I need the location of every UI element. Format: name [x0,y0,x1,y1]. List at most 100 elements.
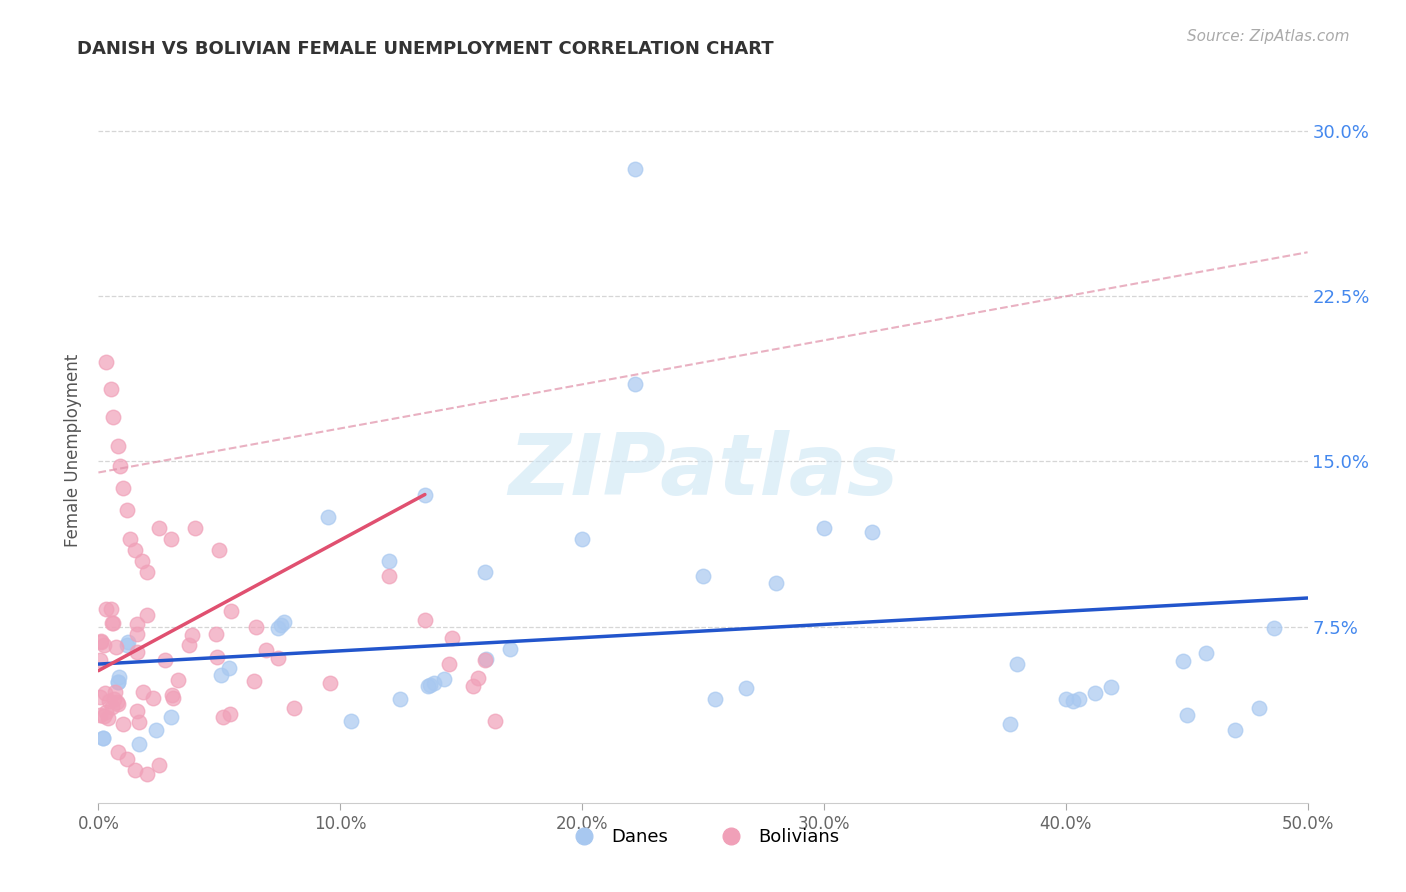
Point [93,708,115,723]
Point [474,653,496,667]
Point [103,691,125,706]
Point [254,643,277,657]
Point [735,681,758,695]
Point [128,738,150,752]
Point [111,717,134,731]
Point [1263,621,1285,635]
Point [101,616,124,631]
Point [177,638,200,652]
Point [467,671,489,685]
Point [94,601,117,615]
Point [100,382,122,396]
Point [153,653,176,667]
Text: Source: ZipAtlas.com: Source: ZipAtlas.com [1187,29,1350,44]
Point [205,650,228,665]
Point [205,627,228,641]
Point [624,377,647,392]
Point [142,691,165,706]
Point [105,640,128,654]
Point [813,520,835,534]
Point [1054,692,1077,706]
Point [160,532,183,546]
Point [1099,680,1122,694]
Legend: Danes, Bolivians: Danes, Bolivians [560,822,846,854]
Point [107,745,129,759]
Point [433,672,456,686]
Point [136,608,159,623]
Point [107,674,129,689]
Point [131,553,153,567]
Point [1173,654,1195,668]
Point [117,638,139,652]
Point [571,532,593,546]
Point [692,569,714,583]
Point [413,613,436,627]
Point [484,714,506,728]
Point [93,731,115,745]
Point [94,355,117,369]
Point [145,723,167,738]
Point [91,731,114,746]
Point [180,628,202,642]
Point [89,690,111,705]
Text: DANISH VS BOLIVIAN FEMALE UNEMPLOYMENT CORRELATION CHART: DANISH VS BOLIVIAN FEMALE UNEMPLOYMENT C… [77,40,773,58]
Point [1062,694,1084,708]
Point [463,679,485,693]
Point [107,674,129,689]
Point [160,688,183,702]
Point [498,641,520,656]
Point [765,575,787,590]
Point [316,509,339,524]
Point [108,670,131,684]
Point [132,685,155,699]
Point [423,676,446,690]
Point [148,520,170,534]
Point [245,620,267,634]
Point [1007,657,1029,671]
Point [107,697,129,711]
Point [118,532,141,546]
Point [89,652,111,666]
Point [125,626,148,640]
Point [267,651,290,665]
Point [100,700,122,714]
Point [101,410,124,425]
Point [1223,723,1246,738]
Point [111,481,134,495]
Point [441,632,464,646]
Point [1249,701,1271,715]
Point [100,602,122,616]
Point [127,645,149,659]
Point [243,673,266,688]
Point [270,617,292,632]
Point [97,694,120,708]
Point [101,616,124,631]
Point [221,604,243,618]
Point [89,708,111,723]
Point [117,503,139,517]
Point [860,524,883,539]
Point [377,569,399,583]
Point [377,553,399,567]
Point [416,679,439,693]
Point [1069,691,1091,706]
Point [125,617,148,632]
Point [94,706,117,720]
Point [148,758,170,772]
Point [97,710,120,724]
Point [117,634,139,648]
Point [90,635,112,649]
Point [135,565,157,579]
Point [340,714,363,728]
Point [90,634,112,648]
Point [124,542,146,557]
Point [208,542,231,557]
Point [1195,646,1218,660]
Point [318,676,340,690]
Point [166,673,188,688]
Point [107,439,129,453]
Point [419,678,441,692]
Point [108,458,131,473]
Point [218,661,240,675]
Point [475,652,498,666]
